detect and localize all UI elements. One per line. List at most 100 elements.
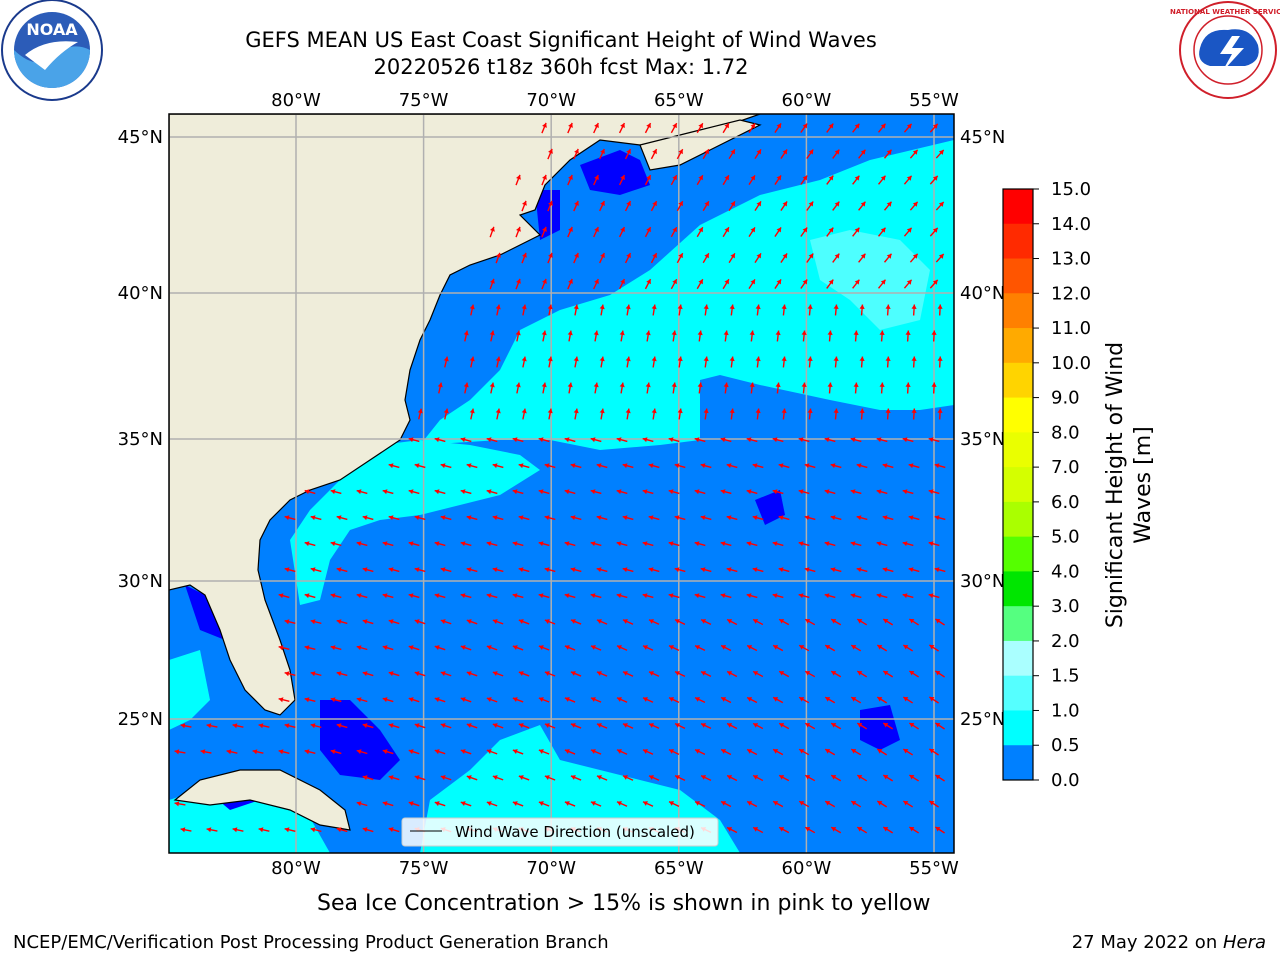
wave-direction-arrow (703, 304, 709, 316)
wave-direction-arrow (908, 670, 920, 678)
longitude-labels-bottom: 80°W 75°W 70°W 65°W 60°W 55°W (271, 858, 959, 879)
wave-direction-arrow (726, 670, 738, 678)
wave-direction-arrow (905, 382, 911, 394)
colorbar-segment (1003, 328, 1033, 364)
wave-direction-arrow (599, 356, 605, 368)
wave-direction-arrow (642, 749, 654, 755)
wave-direction-arrow (616, 749, 628, 755)
wave-direction-arrow (746, 748, 758, 756)
wave-direction-arrow (772, 800, 784, 808)
wave-direction-arrow (772, 696, 784, 704)
wave-direction-arrow (827, 382, 833, 394)
wave-direction-arrow (180, 827, 192, 833)
wave-direction-arrow (336, 515, 348, 521)
wave-direction-arrow (853, 330, 859, 342)
wave-direction-arrow (856, 567, 868, 573)
wave-direction-arrow (807, 356, 813, 368)
wave-direction-arrow (752, 515, 764, 521)
colorbar-segment (1003, 362, 1033, 399)
wave-direction-arrow (778, 774, 790, 782)
wave-direction-arrow (567, 382, 573, 394)
wave-direction-arrow (882, 618, 894, 626)
land-nova-scotia (639, 119, 762, 171)
colorbar-segment (1003, 432, 1033, 468)
wave-direction-arrow (362, 671, 374, 677)
wave-direction-arrow (677, 356, 683, 368)
wave-direction-arrow (885, 356, 891, 368)
colorbar-segment (1003, 258, 1033, 294)
colorbar-tick-label: 0.5 (1051, 735, 1080, 756)
wave-direction-arrow (388, 567, 400, 573)
wave-direction-arrow (648, 723, 660, 729)
wave-direction-arrow (463, 330, 469, 342)
wave-direction-arrow (877, 227, 887, 237)
wave-direction-arrow (856, 722, 868, 730)
wave-direction-arrow (284, 671, 296, 677)
wave-direction-arrow (388, 671, 400, 677)
wave-direction-arrow (726, 774, 738, 782)
wave-direction-arrow (469, 304, 475, 316)
wave-direction-arrow (755, 304, 761, 316)
wave-direction-arrow (645, 330, 651, 342)
wave-direction-arrow (434, 697, 446, 703)
wave-direction-arrow (570, 671, 582, 677)
wave-direction-arrow (702, 252, 710, 264)
wave-direction-arrow (720, 748, 732, 756)
wave-direction-arrow (466, 567, 478, 573)
wave-direction-arrow (722, 226, 730, 238)
wave-direction-arrow (382, 749, 394, 755)
wave-direction-arrow (722, 278, 730, 290)
wave-direction-arrow (749, 382, 755, 394)
wave-direction-arrow (781, 408, 787, 420)
colorbar-tick-label: 2.0 (1051, 631, 1080, 652)
wave-direction-arrow (596, 775, 608, 781)
wave-direction-arrow (677, 304, 683, 316)
wave-direction-arrow (624, 200, 632, 212)
wave-direction-arrow (590, 645, 602, 651)
colorbar-tick-label: 0.0 (1051, 770, 1080, 791)
wave-direction-arrow (408, 541, 420, 547)
wave-direction-arrow (408, 437, 420, 443)
wave-direction-arrow (929, 227, 939, 237)
wave-direction-arrow (908, 826, 920, 834)
wave-direction-arrow (310, 723, 322, 729)
wave-direction-arrow (200, 749, 212, 755)
wave-direction-arrow (778, 463, 790, 469)
wave-direction-arrow (668, 489, 680, 495)
wave-direction-arrow (726, 515, 738, 521)
wave-direction-arrow (486, 593, 498, 599)
wave-direction-arrow (440, 775, 452, 781)
wave-direction-arrow (330, 593, 342, 599)
wave-direction-arrow (670, 226, 678, 238)
lon-label-top: 65°W (654, 90, 704, 111)
wave-direction-arrow (644, 122, 652, 134)
wave-direction-arrow (856, 618, 868, 626)
wave-direction-arrow (929, 800, 939, 808)
wave-direction-arrow (798, 489, 810, 495)
wave-direction-arrow (850, 644, 862, 652)
wave-direction-arrow (703, 408, 709, 420)
wave-direction-arrow (775, 330, 781, 342)
wave-direction-arrow (616, 437, 628, 443)
wave-direction-arrow (651, 356, 657, 368)
gridlines (169, 114, 954, 853)
wave-direction-arrow (486, 801, 498, 807)
wave-direction-arrow (908, 463, 920, 469)
wave-direction-arrow (720, 644, 732, 652)
wave-direction-arrow (694, 541, 706, 547)
wave-direction-arrow (774, 227, 782, 237)
wave-direction-arrow (700, 515, 712, 521)
wave-direction-arrow (521, 200, 527, 212)
wave-direction-arrow (746, 489, 758, 495)
wave-direction-arrow (850, 800, 862, 808)
wave-direction-arrow (856, 463, 868, 469)
wave-direction-arrow (278, 593, 290, 599)
wave-direction-arrow (720, 696, 732, 704)
wave-direction-arrow (417, 408, 423, 420)
wave-direction-arrow (853, 382, 859, 394)
wave-direction-arrow (284, 567, 296, 573)
wave-direction-arrow (512, 801, 524, 807)
wave-direction-arrow (644, 226, 652, 238)
wave-direction-arrow (515, 278, 521, 290)
wave-direction-arrow (694, 437, 706, 443)
